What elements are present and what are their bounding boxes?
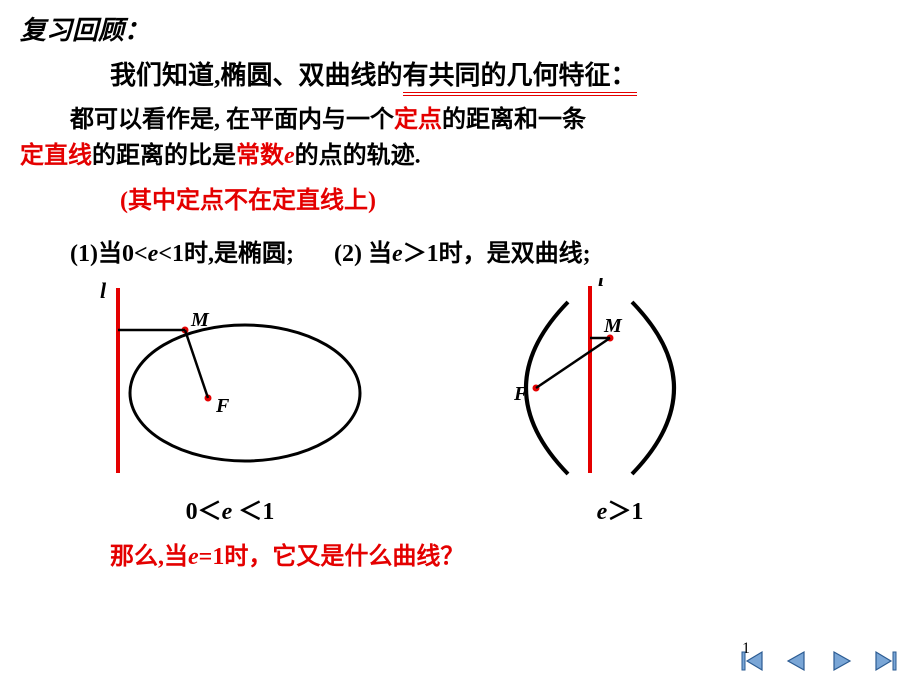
intro-underlined: 有共同的几何特征： [403, 61, 637, 96]
svg-text:M: M [603, 315, 623, 337]
q-b: e [188, 544, 199, 570]
body-f: 常数 [236, 143, 284, 169]
body-b: 定点 [394, 107, 442, 133]
intro-line: 我们知道,椭圆、双曲线的有共同的几何特征： [110, 55, 900, 92]
heading: 复习回顾： [20, 10, 900, 47]
q-c: =1时，它又是什么曲线？ [199, 544, 465, 570]
svg-text:F: F [215, 395, 230, 417]
body-c: 的距离和一条 [442, 107, 586, 133]
paren-note: (其中定点不在定直线上) [120, 180, 900, 215]
body-h: 的点的轨迹. [295, 143, 421, 169]
body-d: 定直线 [20, 143, 92, 169]
nav-last-icon[interactable] [872, 650, 898, 672]
svg-text:M: M [190, 309, 210, 331]
case1-a: (1)当0< [70, 241, 148, 267]
cap2-b: ＞1 [607, 499, 643, 525]
svg-text:l: l [598, 278, 605, 291]
case1-c: <1时,是椭圆; [158, 241, 294, 267]
body-text: 都可以看作是, 在平面内与一个定点的距离和一条 定直线的距离的比是常数e的点的轨… [70, 102, 900, 174]
body-g: e [284, 143, 295, 169]
cases-row: (1)当0<e<1时,是椭圆; (2) 当e＞1时，是双曲线; [70, 233, 900, 268]
q-a: 那么,当 [110, 544, 188, 570]
nav-buttons [740, 650, 898, 672]
ellipse-diagram: l M F 0＜e ＜1 [80, 278, 380, 526]
case2-c: ＞1时，是双曲线; [403, 241, 591, 267]
hyperbola-svg: l M F [440, 278, 740, 478]
cap2-a: e [597, 499, 608, 525]
nav-first-icon[interactable] [740, 650, 766, 672]
body-a: 都可以看作是, 在平面内与一个 [70, 107, 394, 133]
slide-content: 复习回顾： 我们知道,椭圆、双曲线的有共同的几何特征： 都可以看作是, 在平面内… [0, 0, 920, 581]
body-e: 的距离的比是 [92, 143, 236, 169]
nav-prev-icon[interactable] [784, 650, 810, 672]
case1-title: (1)当0<e<1时,是椭圆; [70, 233, 294, 268]
cap1-a: 0＜ [186, 499, 222, 525]
case1-b: e [148, 241, 159, 267]
nav-next-icon[interactable] [828, 650, 854, 672]
case2-a: (2) 当 [334, 241, 392, 267]
diagrams-row: lMF 0＜e ＜1 lMF e＞1 [80, 278, 900, 526]
cap1-b: e [222, 499, 233, 525]
hyperbola-diagram: l M F e＞1 [440, 278, 740, 526]
case2-title: (2) 当e＞1时，是双曲线; [334, 233, 591, 268]
ellipse-svg: l M F [80, 278, 380, 478]
ellipse-caption: 0＜e ＜1 [80, 491, 380, 526]
case2-b: e [392, 241, 403, 267]
svg-text:l: l [100, 278, 107, 303]
cap1-c: ＜1 [232, 499, 274, 525]
question: 那么,当e=1时，它又是什么曲线？ [110, 536, 900, 571]
intro-pre: 我们知道,椭圆、双曲线的 [110, 61, 403, 90]
hyperbola-caption: e＞1 [500, 491, 740, 526]
svg-text:F: F [513, 383, 528, 405]
